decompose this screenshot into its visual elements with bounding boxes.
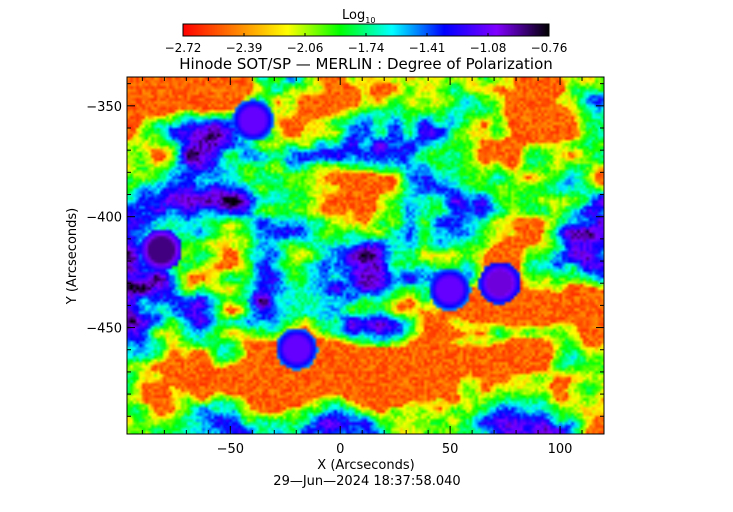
colorbar-tick-label: −2.39	[226, 41, 263, 55]
colorbar-label: Log10	[342, 8, 375, 25]
x-tick-label: −50	[217, 442, 244, 457]
colorbar-ticks: −2.72 −2.39 −2.06 −1.74 −1.41 −1.08 −0.76	[165, 33, 568, 55]
y-tick-label: −450	[86, 322, 122, 337]
colorbar-tick-label: −1.74	[348, 41, 385, 55]
heatmap-raster	[127, 77, 604, 434]
chart-title: Hinode SOT/SP — MERLIN : Degree of Polar…	[179, 55, 553, 73]
colorbar-tick-label: −1.41	[409, 41, 446, 55]
x-tick-label: 100	[548, 442, 573, 457]
colorbar-tick-label: −1.08	[470, 41, 507, 55]
colorbar-tick-label: −0.76	[531, 41, 568, 55]
x-axis-label: X (Arcseconds)	[317, 458, 414, 473]
colorbar-tick-label: −2.72	[165, 41, 202, 55]
y-tick-label: −400	[86, 211, 122, 226]
y-axis-label: Y (Arcseconds)	[65, 208, 80, 305]
colorbar-tick-label: −2.06	[287, 41, 324, 55]
plot-frame	[126, 76, 605, 435]
x-tick-label: 0	[336, 442, 344, 457]
y-tick-label: −350	[86, 100, 122, 115]
polarization-map	[127, 77, 604, 434]
timestamp: 29—Jun—2024 18:37:58.040	[273, 474, 460, 489]
x-tick-label: 50	[442, 442, 459, 457]
axes: −50 0 50 100 −350 −400 −450	[86, 77, 605, 457]
